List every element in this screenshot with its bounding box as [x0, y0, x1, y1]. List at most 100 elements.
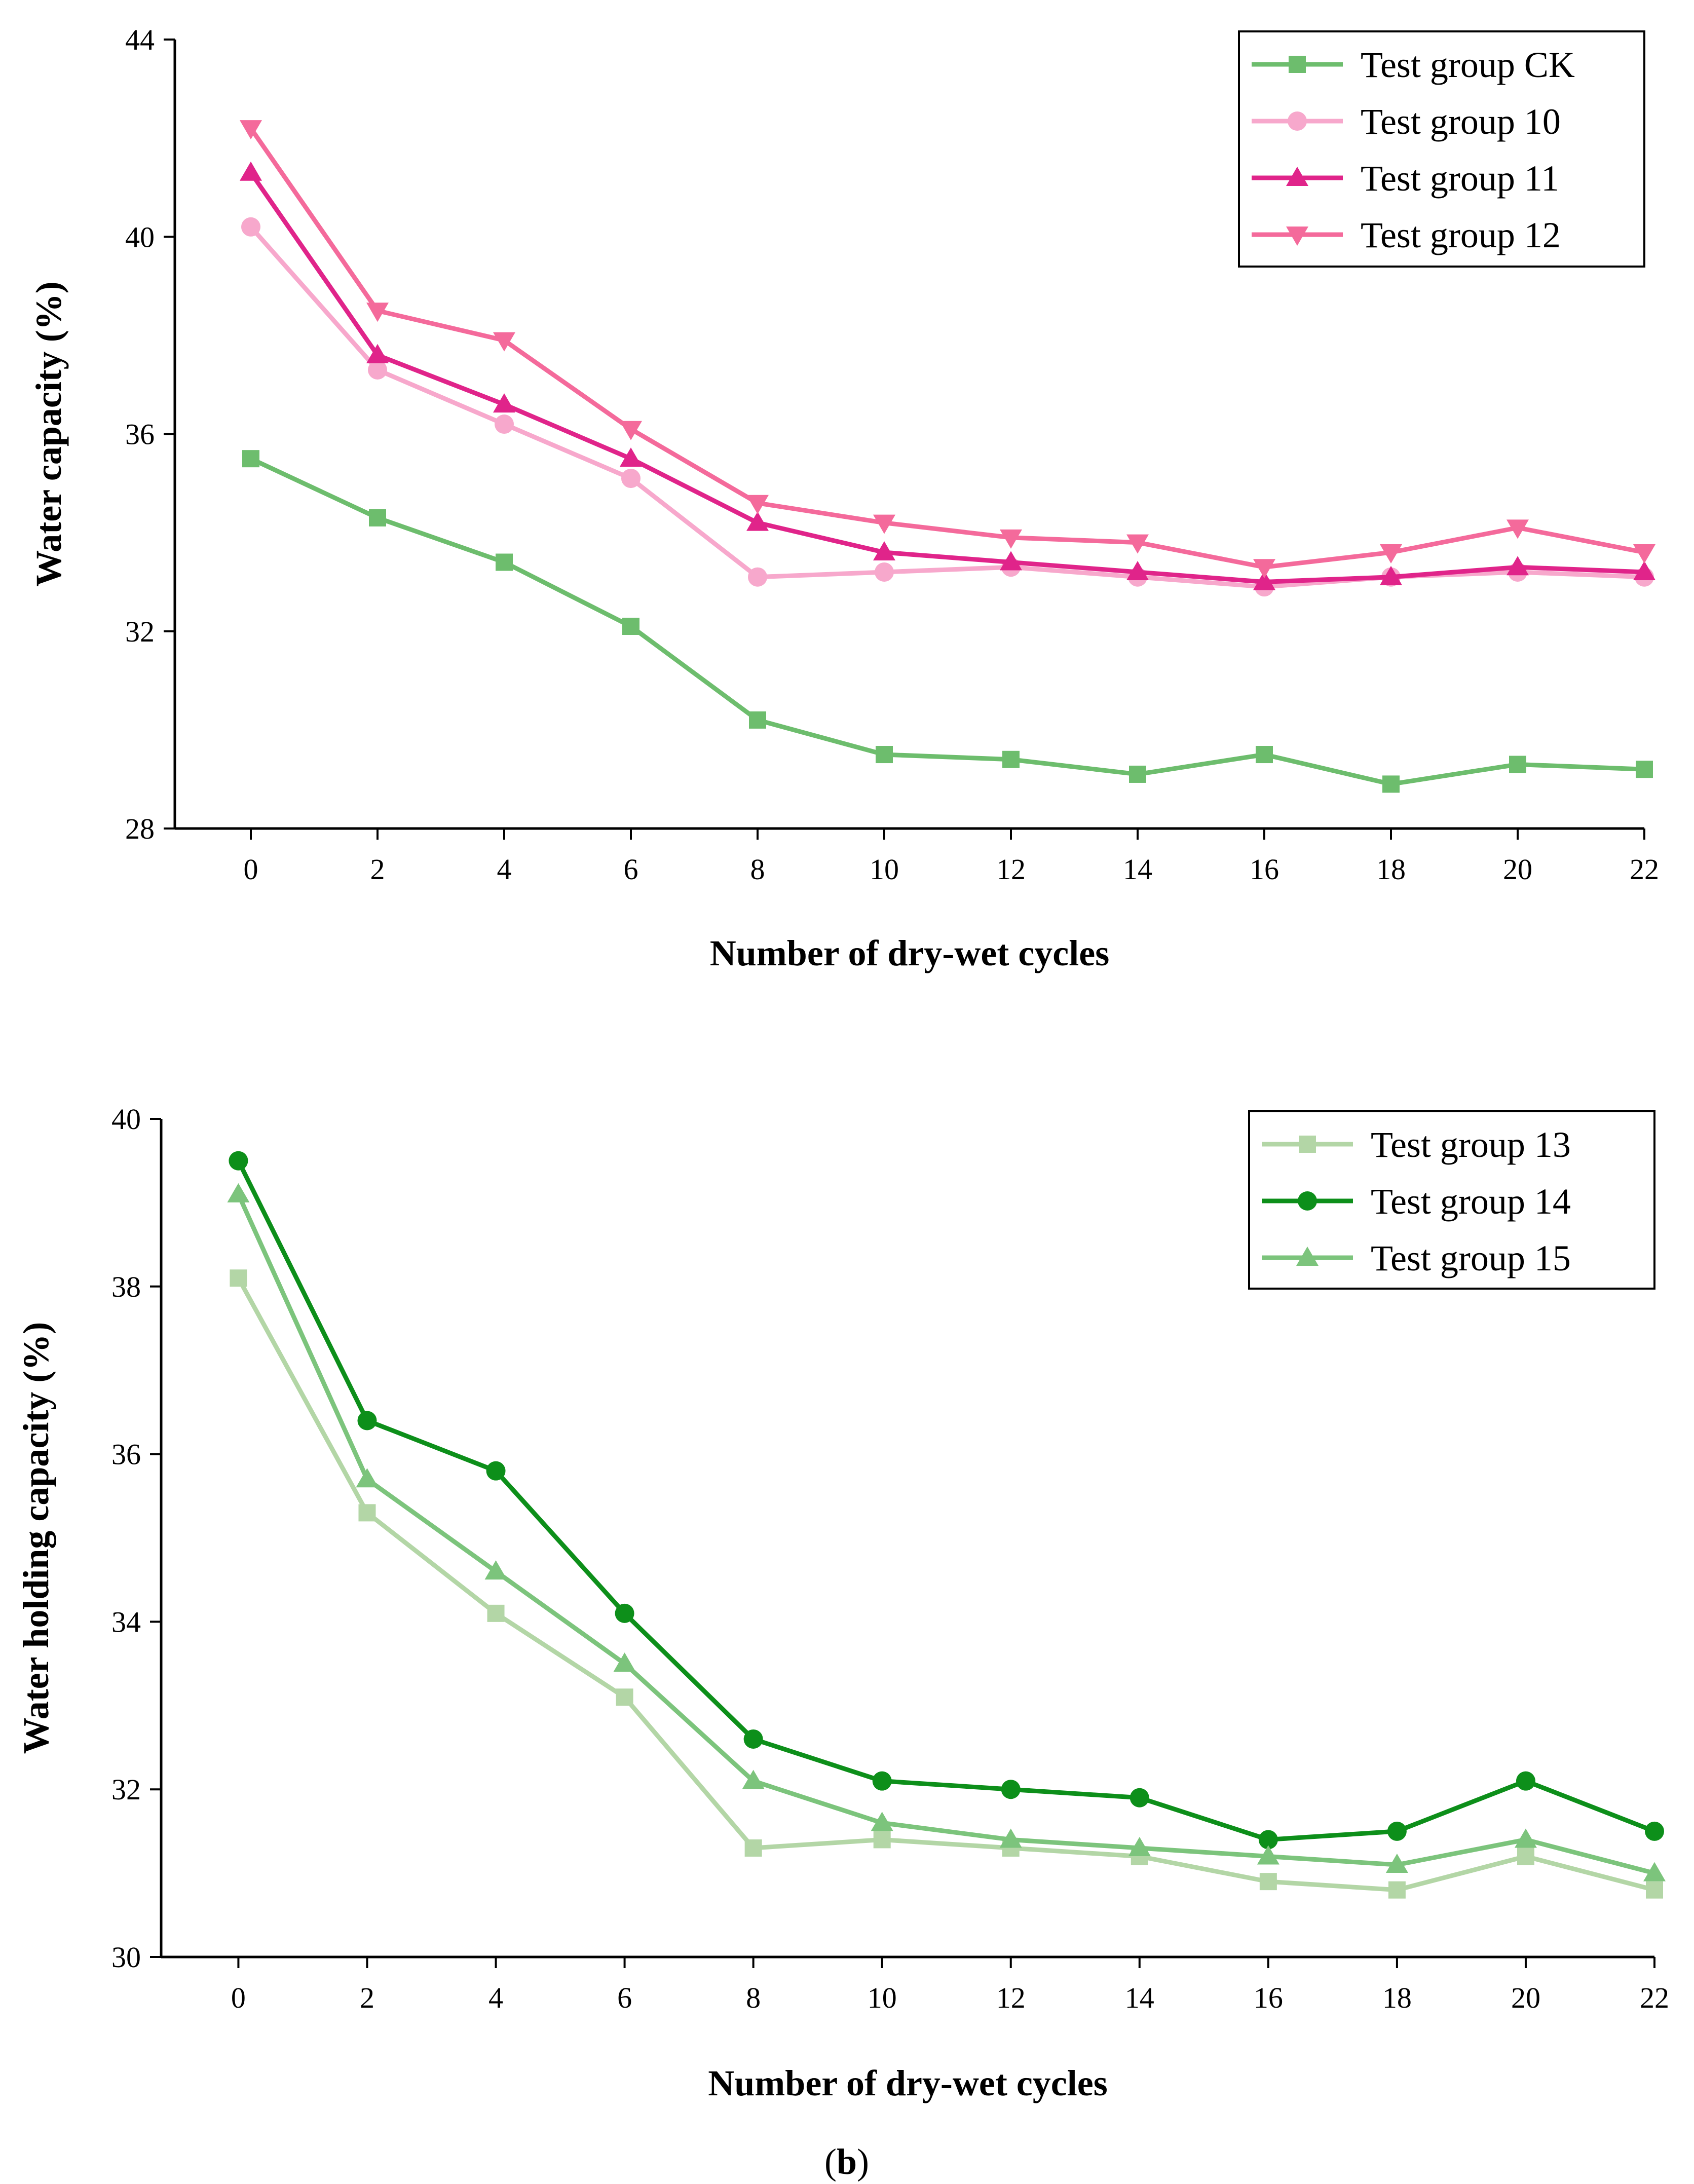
x-tick-label: 22 [1640, 1981, 1669, 2014]
x-tick-label: 14 [1123, 853, 1152, 886]
legend-marker [1296, 1247, 1319, 1266]
x-tick-label: 0 [244, 853, 258, 886]
data-point [1643, 1862, 1666, 1881]
data-point [1633, 544, 1655, 564]
data-point [1128, 1836, 1151, 1856]
legend: Test group CK Test group 10 Test group 11 T… [1238, 30, 1645, 268]
data-point [493, 332, 515, 352]
y-tick-label: 28 [125, 812, 155, 845]
legend-marker [1289, 56, 1306, 73]
data-point [240, 161, 262, 181]
data-point [1388, 1881, 1406, 1899]
data-point [1130, 1788, 1149, 1808]
x-tick-label: 8 [750, 853, 765, 886]
legend-label: Test group 15 [1371, 1238, 1571, 1278]
y-tick-label: 34 [111, 1605, 141, 1638]
x-tick-label: 20 [1503, 853, 1532, 886]
legend-marker [1286, 167, 1308, 186]
x-axis-title: Number of dry-wet cycles [710, 933, 1109, 973]
data-point [1126, 534, 1149, 554]
data-point [1253, 559, 1275, 579]
x-tick-label: 6 [624, 853, 638, 886]
data-point [1001, 1780, 1021, 1799]
x-tick-label: 12 [996, 1981, 1026, 2014]
y-axis-title: Water capacity (%) [28, 281, 69, 587]
data-point [873, 1831, 891, 1849]
legend-label: Test group 11 [1361, 158, 1559, 199]
x-tick-label: 20 [1511, 1981, 1540, 2014]
y-tick-label: 36 [125, 418, 155, 451]
figure-caption: (b) [824, 2141, 869, 2182]
data-point [366, 303, 389, 322]
data-point [1000, 551, 1022, 571]
data-point [1380, 566, 1402, 585]
series-line [249, 225, 1645, 589]
y-axis-title: Water holding capacity (%) [16, 1322, 56, 1754]
data-point [493, 393, 515, 413]
data-point [241, 217, 260, 237]
series-test-group-12 [240, 120, 1655, 579]
series-test-group-13 [230, 1269, 1663, 1899]
x-tick-label: 16 [1254, 1981, 1283, 2014]
data-point [230, 1269, 247, 1287]
x-tick-label: 14 [1125, 1981, 1154, 2014]
data-point [1380, 544, 1402, 564]
caption-close: ) [857, 2141, 869, 2182]
x-tick-label: 22 [1630, 853, 1659, 886]
y-tick-label: 36 [111, 1438, 141, 1471]
data-point [356, 1468, 379, 1488]
data-point [487, 1604, 505, 1622]
data-point [742, 1769, 765, 1789]
data-point [875, 562, 894, 582]
data-point [1646, 1881, 1663, 1899]
data-point [368, 360, 387, 380]
y-tick-label: 44 [125, 23, 155, 56]
data-point [1256, 746, 1273, 764]
x-tick-label: 8 [746, 1981, 761, 2014]
x-tick-label: 2 [370, 853, 385, 886]
caption-letter: b [837, 2141, 857, 2182]
data-point [876, 746, 893, 764]
legend-label: Test group 14 [1371, 1181, 1571, 1222]
data-point [1507, 519, 1529, 539]
data-point [496, 553, 513, 571]
y-tick-label: 30 [111, 1941, 141, 1974]
data-point [1636, 761, 1653, 778]
x-tick-label: 4 [497, 853, 512, 886]
series-line [236, 1193, 1655, 1875]
data-point [744, 1839, 762, 1857]
data-point [1385, 1854, 1408, 1873]
data-point [366, 344, 389, 363]
data-point [616, 1688, 633, 1706]
data-point [486, 1461, 506, 1481]
series-line [249, 127, 1645, 570]
data-point [1259, 1873, 1277, 1891]
legend-label: Test group CK [1361, 45, 1575, 85]
data-point [621, 469, 641, 488]
data-point [620, 421, 642, 440]
data-point [1000, 529, 1022, 549]
data-point [1253, 571, 1275, 590]
chart-water-holding-capacity: 0 2 4 6 8 10 12 14 16 18 20 22 30 32 34 36 38 40 Number of… [16, 1103, 1669, 2103]
data-point [1258, 1830, 1278, 1850]
data-point [873, 541, 895, 561]
data-point [615, 1603, 634, 1623]
data-point [1645, 1821, 1664, 1841]
data-point [240, 120, 262, 140]
data-point [999, 1828, 1022, 1848]
data-point [1387, 1821, 1407, 1841]
data-point [746, 495, 769, 514]
data-point [1129, 765, 1146, 783]
data-point [872, 1771, 892, 1791]
data-point [229, 1151, 248, 1171]
data-point [1002, 750, 1020, 768]
x-tick-label: 18 [1382, 1981, 1412, 2014]
chart-water-capacity: 0 2 4 6 8 10 12 14 16 18 20 22 28 32 36 40 44 Number of d… [28, 23, 1659, 973]
legend-marker [1298, 1191, 1317, 1211]
y-tick-label: 38 [111, 1270, 141, 1303]
series-test-group-15 [227, 1183, 1666, 1881]
legend-marker [1286, 227, 1308, 246]
data-point [1382, 775, 1400, 793]
legend-label: Test group 12 [1361, 215, 1561, 255]
